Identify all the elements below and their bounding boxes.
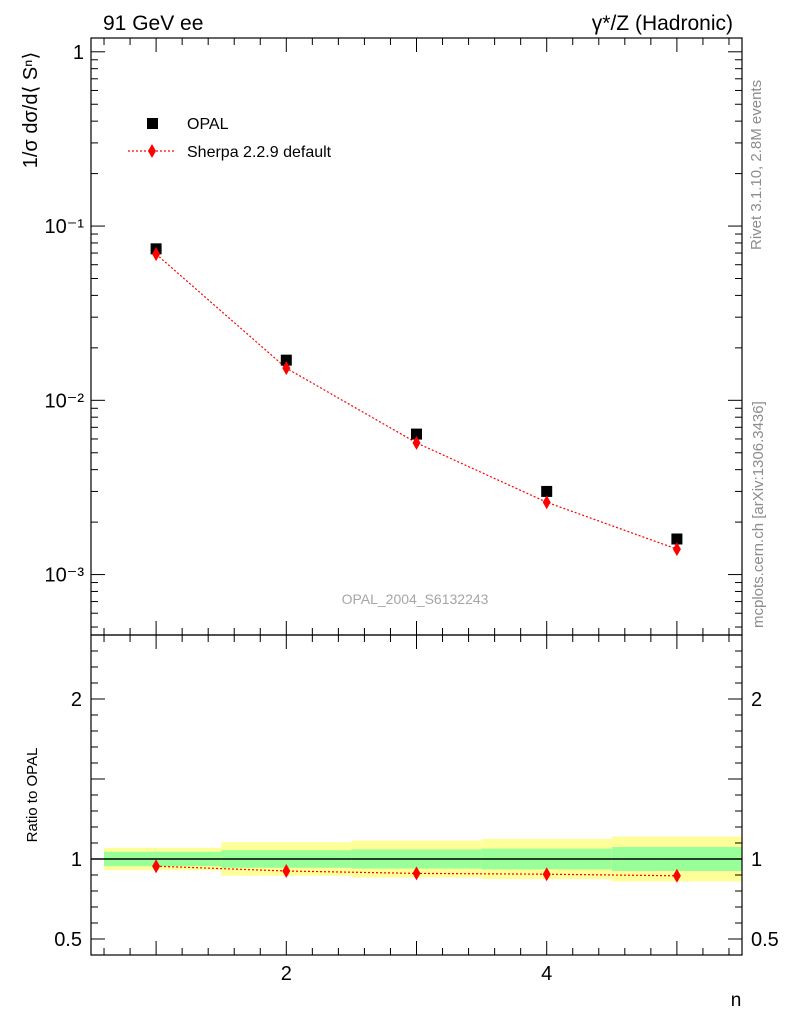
ratio-y-tick-label-right: 0.5 [751, 929, 779, 951]
ratio-panel-ticks: 0.5 0.5 1 1 2 2 2 4 [54, 635, 779, 985]
ratio-panel-frame [90, 634, 743, 956]
ratio-y-tick-label-left: 1 [71, 849, 82, 871]
y-tick-label: 10⁻² [45, 390, 85, 412]
sherpa-ratio-point [672, 868, 681, 883]
main-panel-ticks: 10⁻³ 10⁻² 10⁻¹ 1 [45, 38, 742, 635]
opal-data-point [280, 354, 292, 366]
legend-sherpa-marker [148, 144, 156, 158]
sherpa-main-point [542, 495, 551, 510]
legend-sherpa-label: Sherpa 2.2.9 default [187, 144, 332, 161]
y-tick-label: 1 [73, 42, 84, 64]
header-right-label: γ*/Z (Hadronic) [592, 12, 733, 35]
y-tick-label: 10⁻³ [45, 565, 85, 587]
sherpa-ratio-point [152, 859, 161, 874]
legend-opal-label: OPAL [187, 116, 229, 133]
mcplots-label: mcplots.cern.ch [arXiv:1306.3436] [750, 401, 767, 628]
sherpa-main-point [282, 361, 291, 376]
legend-opal-marker [147, 118, 158, 129]
analysis-watermark: OPAL_2004_S6132243 [342, 591, 489, 607]
ratio-y-tick-label-left: 2 [71, 689, 82, 711]
x-tick-label: 2 [281, 963, 292, 985]
ratio-y-tick-label-left: 0.5 [54, 929, 82, 951]
opal-data-point [671, 533, 683, 545]
opal-data-point [541, 485, 553, 497]
sherpa-ratio-point [542, 867, 551, 882]
main-panel-marks [150, 243, 683, 557]
sherpa-main-point [412, 435, 421, 450]
rivet-version-label: Rivet 3.1.10, 2.8M events [748, 80, 765, 250]
legend: OPAL Sherpa 2.2.9 default [128, 116, 332, 161]
ratio-y-tick-label-right: 1 [751, 849, 762, 871]
main-ylabel: 1/σ dσ/d⟨ Sⁿ⟩ [20, 52, 42, 169]
sherpa-main-point [672, 542, 681, 557]
ratio-ylabel: Ratio to OPAL [24, 748, 41, 843]
opal-data-point [411, 428, 422, 440]
ratio-y-tick-label-right: 2 [751, 689, 762, 711]
sherpa-main-point [152, 247, 161, 262]
sherpa-main-line [155, 253, 678, 550]
header-left-label: 91 GeV ee [103, 12, 203, 35]
sherpa-ratio-point [412, 866, 421, 881]
x-tick-label: 4 [541, 963, 552, 985]
ratio-panel-marks [152, 859, 681, 883]
x-axis-label: n [731, 990, 742, 1011]
y-tick-label: 10⁻¹ [45, 216, 85, 238]
sherpa-ratio-point [282, 864, 291, 878]
